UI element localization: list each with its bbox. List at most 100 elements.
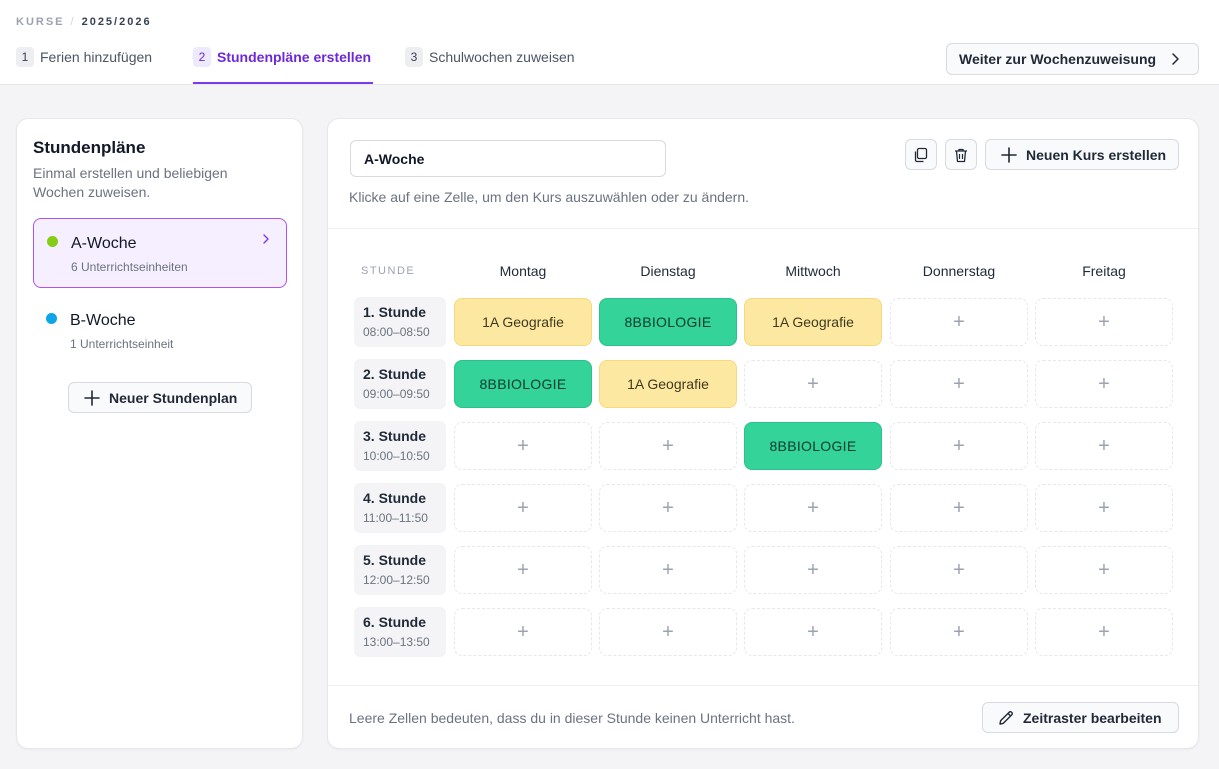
period-name: 6. Stunde (363, 614, 427, 630)
empty-cell[interactable]: + (599, 422, 737, 470)
column-header-day: Donnerstag (922, 263, 996, 279)
plus-icon: + (517, 496, 529, 519)
plus-icon: + (807, 496, 819, 519)
empty-cell[interactable]: + (599, 546, 737, 594)
plan-item-b-woche[interactable]: B-Woche 1 Unterrichtseinheit (33, 296, 287, 366)
empty-cell[interactable]: + (1035, 298, 1173, 346)
edit-time-grid-button[interactable]: Zeitraster bearbeiten (982, 702, 1179, 733)
period-time: 08:00–08:50 (363, 325, 430, 339)
empty-cell[interactable]: + (1035, 360, 1173, 408)
period-label: 3. Stunde 10:00–10:50 (354, 421, 446, 471)
step-label: Schulwochen zuweisen (429, 49, 575, 65)
course-cell[interactable]: 1A Geografie (454, 298, 592, 346)
period-name: 4. Stunde (363, 490, 427, 506)
period-label: 5. Stunde 12:00–12:50 (354, 545, 446, 595)
edit-time-grid-label: Zeitraster bearbeiten (1023, 709, 1162, 726)
column-header-day: Mittwoch (785, 263, 841, 279)
empty-cell[interactable]: + (454, 484, 592, 532)
plus-icon: + (1098, 372, 1110, 395)
empty-cell[interactable]: + (744, 360, 882, 408)
plus-icon: + (807, 558, 819, 581)
empty-cell[interactable]: + (454, 608, 592, 656)
empty-cell[interactable]: + (890, 422, 1028, 470)
empty-cell[interactable]: + (744, 546, 882, 594)
divider (328, 228, 1198, 229)
delete-button[interactable] (945, 139, 977, 170)
new-schedule-button[interactable]: Neuer Stundenplan (68, 382, 252, 413)
plan-lesson-count: 6 Unterrichtseinheiten (71, 260, 188, 274)
course-cell[interactable]: 8BBIOLOGIE (454, 360, 592, 408)
period-label: 2. Stunde 09:00–09:50 (354, 359, 446, 409)
plus-icon: + (1098, 620, 1110, 643)
course-cell[interactable]: 8BBIOLOGIE (599, 298, 737, 346)
plus-icon: + (1098, 496, 1110, 519)
plus-icon: + (517, 558, 529, 581)
breadcrumb-separator: / (70, 16, 76, 28)
pencil-icon (999, 711, 1013, 725)
sidebar-description: Einmal erstellen und beliebigen Wochen z… (33, 165, 228, 200)
breadcrumb: KURSE / 2025/2026 (16, 16, 152, 28)
plan-item-a-woche[interactable]: A-Woche 6 Unterrichtseinheiten (33, 218, 287, 288)
course-cell[interactable]: 1A Geografie (744, 298, 882, 346)
plus-icon (1001, 147, 1017, 163)
plus-icon: + (953, 434, 965, 457)
plus-icon: + (1098, 434, 1110, 457)
course-cell[interactable]: 8BBIOLOGIE (744, 422, 882, 470)
empty-cell[interactable]: + (1035, 422, 1173, 470)
plus-icon (84, 390, 100, 406)
new-schedule-label: Neuer Stundenplan (109, 389, 238, 406)
schedules-sidebar: Stundenpläne Einmal erstellen und belieb… (16, 118, 303, 749)
breadcrumb-year: 2025/2026 (81, 16, 152, 28)
step-stundenplaene-erstellen[interactable]: 2 Stundenpläne erstellen (193, 47, 371, 67)
plus-icon: + (662, 496, 674, 519)
period-label: 6. Stunde 13:00–13:50 (354, 607, 446, 657)
empty-cell[interactable]: + (744, 608, 882, 656)
chevron-right-icon (1172, 53, 1179, 65)
plus-icon: + (953, 310, 965, 333)
copy-icon (914, 147, 928, 162)
plus-icon: + (953, 620, 965, 643)
step-ferien-hinzufuegen[interactable]: 1 Ferien hinzufügen (16, 47, 152, 67)
schedule-name-input[interactable] (350, 140, 666, 177)
empty-cell[interactable]: + (890, 608, 1028, 656)
period-label: 4. Stunde 11:00–11:50 (354, 483, 446, 533)
empty-cell[interactable]: + (599, 484, 737, 532)
trash-icon (955, 148, 967, 162)
new-course-button[interactable]: Neuen Kurs erstellen (985, 139, 1179, 170)
course-cell[interactable]: 1A Geografie (599, 360, 737, 408)
plus-icon: + (1098, 558, 1110, 581)
plan-name: A-Woche (71, 235, 137, 252)
plan-color-dot (46, 313, 57, 324)
period-name: 5. Stunde (363, 552, 427, 568)
empty-cell[interactable]: + (890, 298, 1028, 346)
period-label: 1. Stunde 08:00–08:50 (354, 297, 446, 347)
duplicate-button[interactable] (905, 139, 937, 170)
empty-cell[interactable]: + (1035, 546, 1173, 594)
plus-icon: + (662, 434, 674, 457)
plus-icon: + (807, 620, 819, 643)
empty-cell[interactable]: + (890, 360, 1028, 408)
empty-cell[interactable]: + (1035, 484, 1173, 532)
active-step-indicator (193, 82, 373, 84)
plus-icon: + (953, 558, 965, 581)
empty-cell[interactable]: + (599, 608, 737, 656)
empty-cell[interactable]: + (890, 546, 1028, 594)
footer-note: Leere Zellen bedeuten, dass du in dieser… (349, 710, 795, 726)
next-to-week-assignment-button[interactable]: Weiter zur Wochenzuweisung (946, 43, 1199, 75)
step-number: 2 (193, 47, 211, 67)
empty-cell[interactable]: + (1035, 608, 1173, 656)
plus-icon: + (662, 620, 674, 643)
plan-name: B-Woche (70, 312, 136, 329)
breadcrumb-section[interactable]: KURSE (16, 16, 65, 28)
step-schulwochen-zuweisen[interactable]: 3 Schulwochen zuweisen (405, 47, 575, 67)
period-time: 12:00–12:50 (363, 573, 430, 587)
empty-cell[interactable]: + (890, 484, 1028, 532)
empty-cell[interactable]: + (454, 546, 592, 594)
empty-cell[interactable]: + (454, 422, 592, 470)
period-name: 3. Stunde (363, 428, 427, 444)
step-number: 1 (16, 47, 34, 67)
step-number: 3 (405, 47, 423, 67)
divider (328, 685, 1198, 686)
empty-cell[interactable]: + (744, 484, 882, 532)
step-label: Ferien hinzufügen (40, 49, 153, 65)
